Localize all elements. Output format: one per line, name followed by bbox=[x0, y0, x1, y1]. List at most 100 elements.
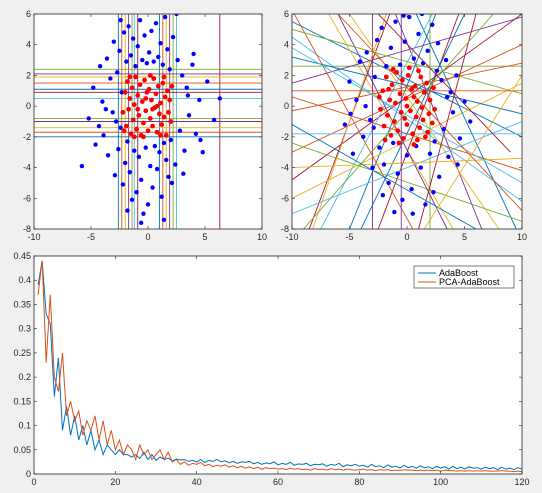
outer-point bbox=[170, 34, 176, 40]
outer-point bbox=[91, 85, 96, 90]
outer-point bbox=[166, 174, 171, 179]
inner-point bbox=[153, 91, 159, 97]
inner-point bbox=[167, 97, 173, 103]
outer-point bbox=[435, 40, 441, 46]
y-tick-label: 2 bbox=[26, 70, 31, 80]
series-line-adaboost bbox=[37, 260, 522, 471]
inner-point bbox=[403, 96, 409, 101]
oblique-boundary-line bbox=[292, 21, 522, 138]
x-tick-label: 0 bbox=[404, 232, 409, 242]
outer-point bbox=[400, 197, 405, 203]
oblique-boundary-line bbox=[292, 56, 522, 115]
y-tick-label: -8 bbox=[23, 224, 31, 234]
x-tick-label: -10 bbox=[27, 232, 40, 242]
inner-point bbox=[161, 74, 167, 80]
inner-point bbox=[396, 140, 402, 146]
x-tick-label: 80 bbox=[354, 477, 364, 487]
inner-point bbox=[123, 123, 129, 129]
y-tick-label: 0 bbox=[26, 101, 31, 111]
inner-point bbox=[161, 114, 167, 120]
inner-class-points bbox=[377, 65, 437, 147]
outer-point bbox=[450, 110, 456, 115]
outer-point bbox=[110, 110, 115, 115]
y-tick-label: 4 bbox=[284, 40, 289, 50]
inner-point bbox=[432, 106, 437, 112]
outer-point bbox=[434, 68, 440, 74]
outer-point bbox=[445, 94, 450, 100]
inner-point bbox=[164, 88, 170, 94]
inner-point bbox=[420, 117, 426, 123]
inner-point bbox=[149, 97, 154, 103]
inner-point bbox=[391, 119, 397, 124]
y-tick-label: 2 bbox=[284, 70, 289, 80]
outer-point bbox=[205, 79, 210, 84]
outer-point bbox=[380, 193, 386, 198]
outer-point bbox=[448, 90, 453, 95]
inner-point bbox=[150, 123, 155, 129]
outer-point bbox=[379, 25, 384, 31]
outer-point bbox=[134, 189, 139, 195]
inner-point bbox=[412, 83, 418, 89]
outer-point bbox=[126, 24, 131, 29]
outer-point bbox=[174, 14, 179, 17]
outer-point bbox=[153, 21, 159, 26]
x-tick-label: 5 bbox=[462, 232, 467, 242]
inner-point bbox=[122, 89, 128, 95]
x-tick-label: 100 bbox=[433, 477, 448, 487]
outer-point bbox=[411, 56, 417, 61]
outer-point bbox=[137, 17, 143, 23]
outer-point bbox=[454, 73, 459, 78]
inner-point bbox=[389, 82, 395, 88]
inner-point bbox=[423, 134, 428, 140]
series-line-pca-adaboost bbox=[37, 260, 522, 473]
oblique-boundary-line bbox=[292, 82, 522, 199]
outer-point bbox=[393, 19, 398, 24]
outer-point bbox=[347, 79, 352, 84]
outer-point bbox=[157, 150, 162, 155]
outer-point bbox=[86, 116, 91, 121]
inner-point bbox=[158, 132, 163, 138]
y-tick-label: 0.45 bbox=[13, 251, 31, 261]
outer-point bbox=[182, 148, 187, 153]
x-tick-label: 5 bbox=[202, 232, 207, 242]
outer-point bbox=[354, 97, 359, 103]
outer-point bbox=[181, 171, 186, 176]
inner-point bbox=[414, 137, 420, 143]
outer-point bbox=[119, 90, 124, 95]
subplot-top-right-scatter: -10 -5 0 5 10 -8 -6 -4 -2 0 2 4 6 bbox=[281, 9, 527, 242]
outer-point bbox=[146, 50, 152, 55]
inner-point bbox=[377, 94, 382, 100]
x-tick-label: 10 bbox=[257, 232, 267, 242]
y-tick-label: -2 bbox=[281, 132, 289, 142]
outer-point bbox=[113, 119, 119, 124]
outer-point bbox=[372, 74, 377, 80]
y-tick-label: 4 bbox=[26, 40, 31, 50]
inner-point bbox=[163, 132, 169, 138]
inner-point bbox=[125, 79, 130, 84]
outer-point bbox=[427, 151, 433, 156]
y-tick-label: 0.15 bbox=[13, 396, 31, 406]
outer-point bbox=[136, 154, 142, 160]
outer-point bbox=[186, 113, 192, 118]
oblique-boundary-line bbox=[320, 14, 433, 229]
outer-point bbox=[150, 185, 155, 190]
outer-point bbox=[158, 40, 163, 46]
outer-point bbox=[430, 22, 435, 27]
outer-point bbox=[402, 39, 407, 44]
outer-point bbox=[191, 51, 196, 57]
outer-point bbox=[374, 37, 380, 43]
inner-point bbox=[405, 73, 411, 78]
outer-point bbox=[108, 76, 113, 81]
outer-point bbox=[96, 123, 102, 129]
inner-point bbox=[388, 132, 394, 138]
y-tick-label: -6 bbox=[281, 193, 289, 203]
outer-point bbox=[457, 136, 463, 141]
outer-point bbox=[217, 96, 223, 101]
inner-point bbox=[126, 106, 132, 112]
inner-point bbox=[421, 89, 427, 95]
outer-point bbox=[197, 97, 202, 103]
inner-point bbox=[414, 99, 420, 104]
inner-point bbox=[426, 111, 432, 117]
plot-content bbox=[292, 14, 522, 229]
outer-point bbox=[200, 150, 205, 155]
